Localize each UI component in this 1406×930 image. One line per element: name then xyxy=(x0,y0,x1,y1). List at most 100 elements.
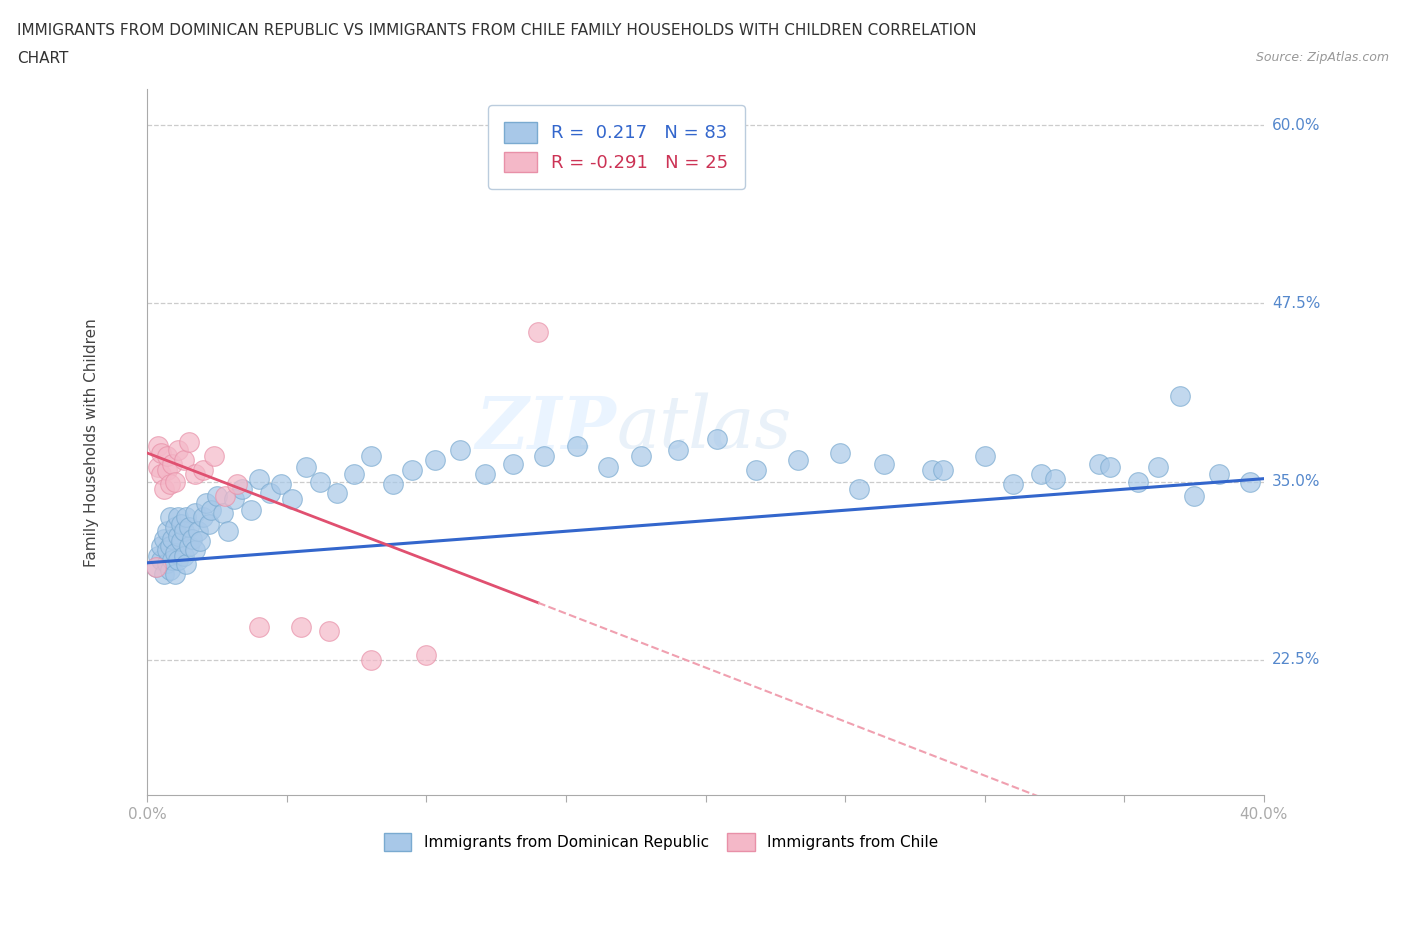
Point xyxy=(973,448,995,463)
Point xyxy=(179,538,201,553)
Point xyxy=(167,510,190,525)
Point xyxy=(165,545,187,560)
Point xyxy=(630,448,652,463)
Point xyxy=(150,552,173,567)
Point xyxy=(309,474,332,489)
Point xyxy=(247,472,270,486)
Point xyxy=(156,555,179,570)
Text: Source: ZipAtlas.com: Source: ZipAtlas.com xyxy=(1256,51,1389,64)
Point xyxy=(666,443,689,458)
Point xyxy=(745,463,768,478)
Point xyxy=(932,463,955,478)
Point xyxy=(162,552,184,567)
Point xyxy=(188,534,211,549)
Text: 60.0%: 60.0% xyxy=(1272,117,1320,133)
Point xyxy=(326,485,349,500)
Point xyxy=(239,502,262,517)
Point xyxy=(873,457,896,472)
Legend: Immigrants from Dominican Republic, Immigrants from Chile: Immigrants from Dominican Republic, Immi… xyxy=(377,825,946,858)
Point xyxy=(153,566,176,581)
Point xyxy=(176,510,198,525)
Point xyxy=(159,510,181,525)
Point xyxy=(214,488,236,503)
Point xyxy=(145,560,167,575)
Point xyxy=(150,467,173,482)
Point xyxy=(162,531,184,546)
Point xyxy=(533,448,555,463)
Point xyxy=(156,542,179,557)
Point xyxy=(197,517,219,532)
Point xyxy=(281,491,304,506)
Point xyxy=(217,524,239,538)
Point xyxy=(179,520,201,535)
Point xyxy=(921,463,943,478)
Point xyxy=(828,445,851,460)
Point xyxy=(148,459,170,474)
Point xyxy=(1001,477,1024,492)
Point xyxy=(222,491,245,506)
Point xyxy=(165,474,187,489)
Point xyxy=(449,443,471,458)
Point xyxy=(159,563,181,578)
Point xyxy=(148,438,170,453)
Point xyxy=(527,325,550,339)
Point xyxy=(786,453,808,468)
Point xyxy=(159,538,181,553)
Text: IMMIGRANTS FROM DOMINICAN REPUBLIC VS IMMIGRANTS FROM CHILE FAMILY HOUSEHOLDS WI: IMMIGRANTS FROM DOMINICAN REPUBLIC VS IM… xyxy=(17,23,976,38)
Point xyxy=(295,459,318,474)
Point xyxy=(318,624,340,639)
Point xyxy=(423,453,446,468)
Point xyxy=(159,477,181,492)
Point xyxy=(165,520,187,535)
Point xyxy=(170,534,193,549)
Point xyxy=(176,557,198,572)
Point xyxy=(1043,472,1066,486)
Point xyxy=(184,467,207,482)
Point xyxy=(290,619,312,634)
Point xyxy=(173,548,195,563)
Point xyxy=(153,531,176,546)
Point xyxy=(1146,459,1168,474)
Point xyxy=(181,531,204,546)
Point xyxy=(474,467,496,482)
Point xyxy=(148,548,170,563)
Point xyxy=(145,560,167,575)
Point xyxy=(184,506,207,521)
Point xyxy=(1099,459,1122,474)
Point xyxy=(191,463,214,478)
Point xyxy=(567,438,589,453)
Point xyxy=(343,467,366,482)
Point xyxy=(191,510,214,525)
Point xyxy=(706,432,728,446)
Point xyxy=(156,448,179,463)
Point xyxy=(165,566,187,581)
Point xyxy=(150,538,173,553)
Text: atlas: atlas xyxy=(616,393,792,463)
Point xyxy=(184,542,207,557)
Point xyxy=(167,552,190,567)
Point xyxy=(167,528,190,543)
Point xyxy=(1088,457,1111,472)
Point xyxy=(162,457,184,472)
Point xyxy=(156,463,179,478)
Text: 22.5%: 22.5% xyxy=(1272,652,1320,667)
Point xyxy=(179,434,201,449)
Point xyxy=(360,448,382,463)
Point xyxy=(231,481,253,496)
Point xyxy=(381,477,404,492)
Point xyxy=(848,481,870,496)
Point xyxy=(401,463,423,478)
Point xyxy=(415,648,437,663)
Text: ZIP: ZIP xyxy=(475,392,616,464)
Text: 35.0%: 35.0% xyxy=(1272,474,1320,489)
Point xyxy=(173,524,195,538)
Point xyxy=(211,506,233,521)
Point xyxy=(150,445,173,460)
Point xyxy=(200,502,222,517)
Point xyxy=(173,453,195,468)
Point xyxy=(205,488,228,503)
Point xyxy=(596,459,619,474)
Point xyxy=(1239,474,1261,489)
Point xyxy=(170,517,193,532)
Point xyxy=(186,524,208,538)
